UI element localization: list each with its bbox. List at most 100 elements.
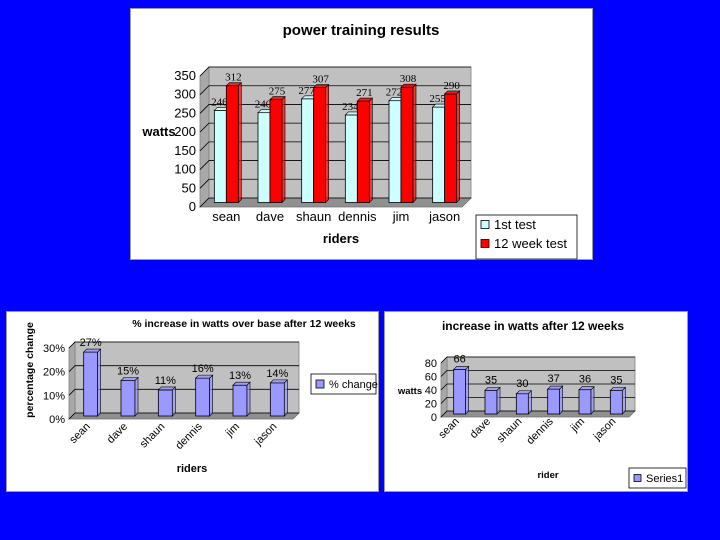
watts-bar-side-shaun-1 <box>528 390 532 415</box>
pct-data-label: 15% <box>117 366 139 378</box>
watts-plot-floor <box>440 410 636 418</box>
pct-legend-swatch-1 <box>315 379 325 389</box>
watts-ytick-label: 20 <box>425 399 437 411</box>
percent-increase-chart-panel: % increase in watts over base after 12 w… <box>6 311 379 492</box>
pct-data-label: 27% <box>80 337 102 349</box>
watts-xtick-label: sean <box>436 416 461 441</box>
watts-bar-top-jason-1 <box>609 387 627 391</box>
pct-ytick-label: 0% <box>49 414 65 426</box>
watts-xtick-label: shaun <box>495 416 525 446</box>
power-xtick-label: shaun <box>296 209 331 224</box>
power-data-label: 312 <box>225 72 242 84</box>
power-bar-jason-1 <box>432 106 446 203</box>
watts-ytick-label: 0 <box>431 412 437 424</box>
power-bar-top-dave-2 <box>269 96 286 100</box>
power-legend-swatch-2 <box>480 239 490 248</box>
power-bar-top-jim-2 <box>400 83 417 88</box>
pct-bar-shaun-1 <box>157 389 173 417</box>
power-bar-side-dennis-2 <box>369 97 373 204</box>
power-data-label: 255 <box>429 93 446 105</box>
watts-ytick-label: 40 <box>425 385 437 397</box>
pct-bar-top-sean-1 <box>82 348 102 353</box>
pct-bar-top-shaun-1 <box>157 386 177 391</box>
pct-y-axis-label: percentage change <box>24 322 36 418</box>
power-ytick-label: 0 <box>189 199 196 214</box>
pct-bar-jason-1 <box>269 382 285 417</box>
watts-xtick-label: jason <box>591 416 619 444</box>
watts-bar-top-dennis-1 <box>546 385 564 390</box>
pct-gridline <box>68 412 299 420</box>
power-bar-dennis-2 <box>356 100 370 203</box>
watts-bar-sean-1 <box>453 369 467 415</box>
watts-chart-title: increase in watts after 12 weeks <box>442 319 624 333</box>
watts-bar-top-shaun-1 <box>515 390 533 395</box>
power-bar-top-dennis-2 <box>356 97 374 102</box>
power-legend-label-2: 12 week test <box>494 236 567 251</box>
power-bar-side-shaun-2 <box>325 83 329 204</box>
power-gridline <box>199 122 471 133</box>
watts-bar-jim-1 <box>578 389 592 415</box>
pct-data-label: 14% <box>266 368 288 380</box>
watts-legend-swatch-1 <box>633 474 642 482</box>
pct-legend-box <box>310 373 377 395</box>
pct-ytick-label: 30% <box>43 343 65 355</box>
power-bar-shaun-1 <box>301 98 315 203</box>
power-legend-label-1: 1st test <box>494 217 536 232</box>
pct-bar-sean-1 <box>83 351 99 417</box>
pct-bar-dave-1 <box>120 380 136 417</box>
pct-data-label: 13% <box>229 370 251 382</box>
power-gridline <box>199 160 471 170</box>
watts-bar-side-dennis-1 <box>559 385 563 415</box>
pct-bar-top-jason-1 <box>269 379 289 384</box>
pct-bar-top-dave-1 <box>120 377 139 381</box>
watts-xtick-label: dave <box>468 416 493 441</box>
watts-gridline <box>440 383 635 391</box>
watts-gridline <box>440 410 635 418</box>
pct-xtick-label: shaun <box>138 421 168 451</box>
pct-bar-side-sean-1 <box>97 348 101 417</box>
watts-legend-box <box>628 467 687 489</box>
pct-xtick-label: jim <box>223 421 242 440</box>
power-data-label: 307 <box>312 74 329 86</box>
power-x-axis-label: riders <box>323 231 359 246</box>
watts-xtick-label: jim <box>568 416 587 435</box>
watts-data-label: 37 <box>548 373 560 385</box>
power-bar-jason-2 <box>444 93 458 203</box>
power-chart-title: power training results <box>283 22 440 39</box>
watts-bar-top-sean-1 <box>452 366 470 370</box>
watts-gridline <box>440 397 635 404</box>
pct-data-label: 16% <box>192 363 214 375</box>
pct-data-label: 11% <box>155 375 176 387</box>
power-ytick-label: 350 <box>174 68 196 83</box>
power-data-label: 246 <box>211 96 228 108</box>
pct-ytick-label: 20% <box>43 367 65 379</box>
pct-legend-label-1: % change <box>329 379 378 391</box>
power-bar-side-jim-2 <box>412 83 417 204</box>
watts-ytick-label: 80 <box>425 358 437 370</box>
pct-xtick-label: sean <box>67 421 92 446</box>
power-xtick-label: jim <box>392 209 410 224</box>
pct-bar-side-jim-1 <box>246 381 251 417</box>
pct-x-axis-label: riders <box>177 463 208 475</box>
power-legend-swatch-1 <box>480 220 490 229</box>
power-bar-sean-2 <box>225 85 239 203</box>
watts-bar-dave-1 <box>484 389 498 415</box>
power-xtick-label: dennis <box>338 209 377 224</box>
watts-bar-side-dave-1 <box>496 386 501 415</box>
power-ytick-label: 200 <box>174 124 196 139</box>
watts-gridline <box>440 356 635 364</box>
power-bar-jim-1 <box>388 100 402 203</box>
pct-bar-side-jason-1 <box>284 379 288 417</box>
power-chart-svg: power training results 0 50 100 150 200 250 300… <box>141 22 578 260</box>
watts-data-label: 30 <box>516 378 528 390</box>
power-bar-top-jason-2 <box>443 90 461 95</box>
power-xtick-label: sean <box>212 209 240 224</box>
pct-gridline <box>68 341 299 349</box>
watts-bar-top-jim-1 <box>578 386 595 390</box>
power-gridline <box>199 141 471 152</box>
power-gridline <box>199 66 471 77</box>
watts-data-label: 36 <box>579 374 591 386</box>
pct-xtick-label: dave <box>105 421 130 446</box>
